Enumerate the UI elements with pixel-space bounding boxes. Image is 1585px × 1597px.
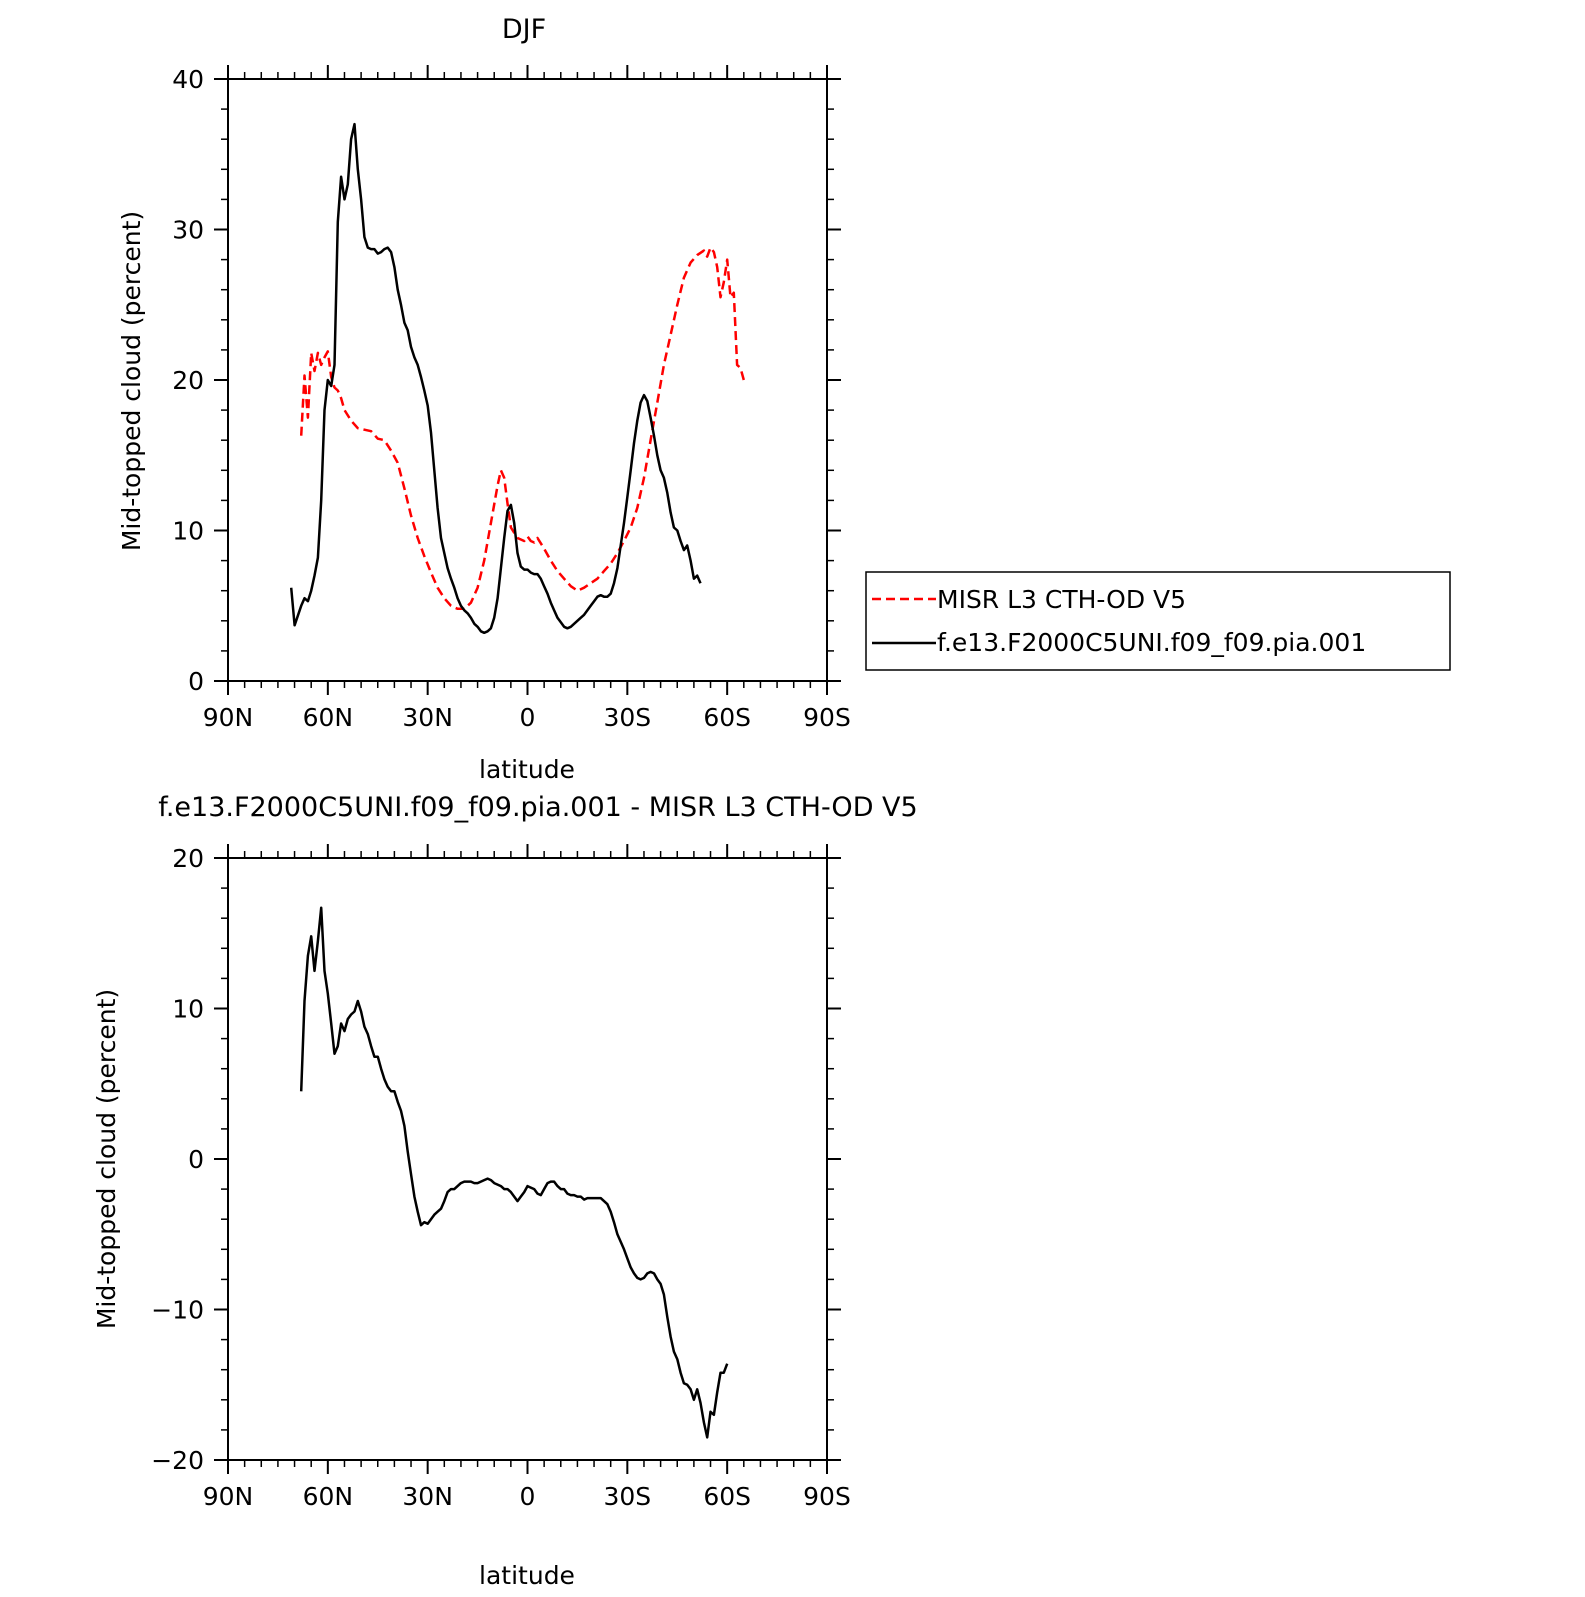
bottom-series-line-0 bbox=[299, 906, 729, 1439]
legend-box bbox=[865, 571, 1451, 671]
bottom-xtick-label: 90S bbox=[803, 1482, 851, 1511]
bottom-xtick-label: 30S bbox=[603, 1482, 651, 1511]
bottom-xtick-label: 90N bbox=[203, 1482, 254, 1511]
legend: MISR L3 CTH-OD V5 f.e13.F2000C5UNI.f09_f… bbox=[865, 571, 1451, 671]
bottom-chart-title: f.e13.F2000C5UNI.f09_f09.pia.001 - MISR … bbox=[158, 792, 917, 823]
top-ytick-label: 20 bbox=[172, 366, 204, 395]
top-tick-labels: 90N 60N 30N 0 30S 60S 90S 0 10 20 30 40 bbox=[172, 65, 851, 732]
top-ytick-label: 40 bbox=[172, 65, 204, 94]
top-xtick-label: 30N bbox=[402, 703, 453, 732]
bottom-x-axis-label: latitude bbox=[479, 1561, 575, 1590]
top-xtick-label: 0 bbox=[520, 703, 536, 732]
bottom-ticks bbox=[214, 844, 841, 1474]
top-ytick-label: 10 bbox=[172, 517, 204, 546]
bottom-plot-frame bbox=[227, 857, 828, 1461]
bottom-ytick-label: 20 bbox=[172, 844, 204, 873]
top-series-line-0 bbox=[299, 246, 746, 611]
bottom-xtick-label: 30N bbox=[402, 1482, 453, 1511]
bottom-xtick-label: 60S bbox=[703, 1482, 751, 1511]
top-ticks bbox=[214, 65, 841, 695]
bottom-tick-labels: 90N 60N 30N 0 30S 60S 90S −20 −10 0 10 20 bbox=[151, 844, 851, 1511]
top-plot-frame bbox=[227, 78, 828, 682]
bottom-xtick-label: 0 bbox=[520, 1482, 536, 1511]
bottom-ytick-label: −20 bbox=[151, 1446, 204, 1475]
bottom-panel-difference: f.e13.F2000C5UNI.f09_f09.pia.001 - MISR … bbox=[92, 792, 918, 1590]
top-xtick-label: 60N bbox=[303, 703, 354, 732]
bottom-ytick-label: 10 bbox=[172, 995, 204, 1024]
bottom-ytick-label: 0 bbox=[188, 1145, 204, 1174]
top-xtick-label: 30S bbox=[603, 703, 651, 732]
legend-label-model: f.e13.F2000C5UNI.f09_f09.pia.001 bbox=[937, 628, 1366, 657]
bottom-xtick-label: 60N bbox=[303, 1482, 354, 1511]
top-xtick-label: 60S bbox=[703, 703, 751, 732]
top-chart-title: DJF bbox=[502, 14, 546, 45]
bottom-ytick-label: −10 bbox=[151, 1296, 204, 1325]
top-panel-djf: DJF Mid-topped cloud (percent) latitude … bbox=[117, 14, 1451, 784]
legend-label-misr: MISR L3 CTH-OD V5 bbox=[937, 585, 1186, 614]
top-series-line-1 bbox=[289, 122, 702, 635]
top-ytick-label: 0 bbox=[188, 667, 204, 696]
top-ytick-label: 30 bbox=[172, 216, 204, 245]
top-xtick-label: 90S bbox=[803, 703, 851, 732]
top-series-lines bbox=[289, 122, 746, 635]
top-x-axis-label: latitude bbox=[479, 755, 575, 784]
bottom-series-lines bbox=[299, 906, 729, 1439]
bottom-y-axis-label: Mid-topped cloud (percent) bbox=[92, 989, 121, 1329]
top-y-axis-label: Mid-topped cloud (percent) bbox=[117, 211, 146, 551]
top-xtick-label: 90N bbox=[203, 703, 254, 732]
